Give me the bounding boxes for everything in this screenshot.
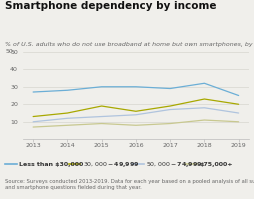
Text: $75,000+: $75,000+ bbox=[199, 162, 233, 167]
Text: $50,000-$74,999: $50,000-$74,999 bbox=[146, 160, 203, 169]
Text: Smartphone dependency by income: Smartphone dependency by income bbox=[5, 1, 217, 11]
Text: 50: 50 bbox=[5, 49, 13, 54]
Text: $30,000-$49,999: $30,000-$49,999 bbox=[83, 160, 139, 169]
Text: Less than $30,000: Less than $30,000 bbox=[19, 162, 83, 167]
Text: % of U.S. adults who do not use broadband at home but own smartphones, by income: % of U.S. adults who do not use broadban… bbox=[5, 42, 254, 47]
Text: Source: Surveys conducted 2013-2019. Data for each year based on a pooled analys: Source: Surveys conducted 2013-2019. Dat… bbox=[5, 179, 254, 190]
